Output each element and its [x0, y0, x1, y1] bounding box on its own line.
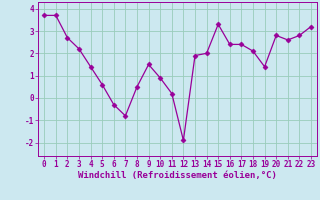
X-axis label: Windchill (Refroidissement éolien,°C): Windchill (Refroidissement éolien,°C) [78, 171, 277, 180]
